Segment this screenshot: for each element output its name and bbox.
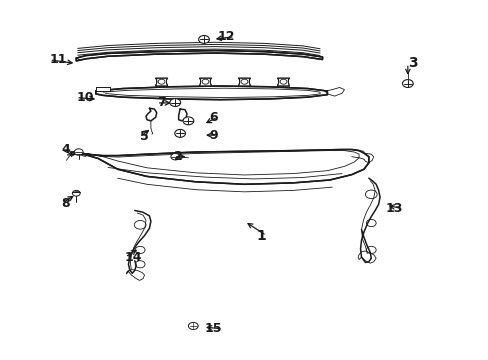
- Circle shape: [402, 80, 412, 87]
- Text: 12: 12: [217, 30, 234, 43]
- Text: 10: 10: [76, 91, 94, 104]
- Text: 1: 1: [256, 229, 266, 243]
- Circle shape: [74, 149, 83, 155]
- Polygon shape: [155, 78, 167, 86]
- Polygon shape: [238, 78, 250, 86]
- Text: 6: 6: [209, 111, 217, 124]
- Text: 4: 4: [61, 143, 70, 156]
- Polygon shape: [76, 50, 322, 61]
- Text: 11: 11: [49, 53, 67, 66]
- Text: 9: 9: [209, 129, 217, 142]
- Circle shape: [183, 117, 193, 125]
- Text: 15: 15: [204, 322, 222, 335]
- Polygon shape: [96, 87, 110, 91]
- Circle shape: [72, 190, 80, 196]
- Circle shape: [174, 130, 185, 137]
- Polygon shape: [71, 149, 368, 184]
- Text: 2: 2: [173, 150, 182, 163]
- Text: 3: 3: [407, 57, 417, 71]
- Text: 7: 7: [157, 96, 165, 109]
- Circle shape: [169, 99, 180, 107]
- Text: 14: 14: [125, 251, 142, 264]
- Text: 8: 8: [61, 197, 70, 210]
- Polygon shape: [277, 78, 289, 86]
- Text: 13: 13: [385, 202, 402, 215]
- Polygon shape: [199, 78, 211, 86]
- Circle shape: [170, 153, 179, 160]
- Polygon shape: [96, 86, 327, 100]
- Text: 5: 5: [140, 130, 148, 144]
- Circle shape: [188, 322, 198, 329]
- Circle shape: [198, 36, 209, 43]
